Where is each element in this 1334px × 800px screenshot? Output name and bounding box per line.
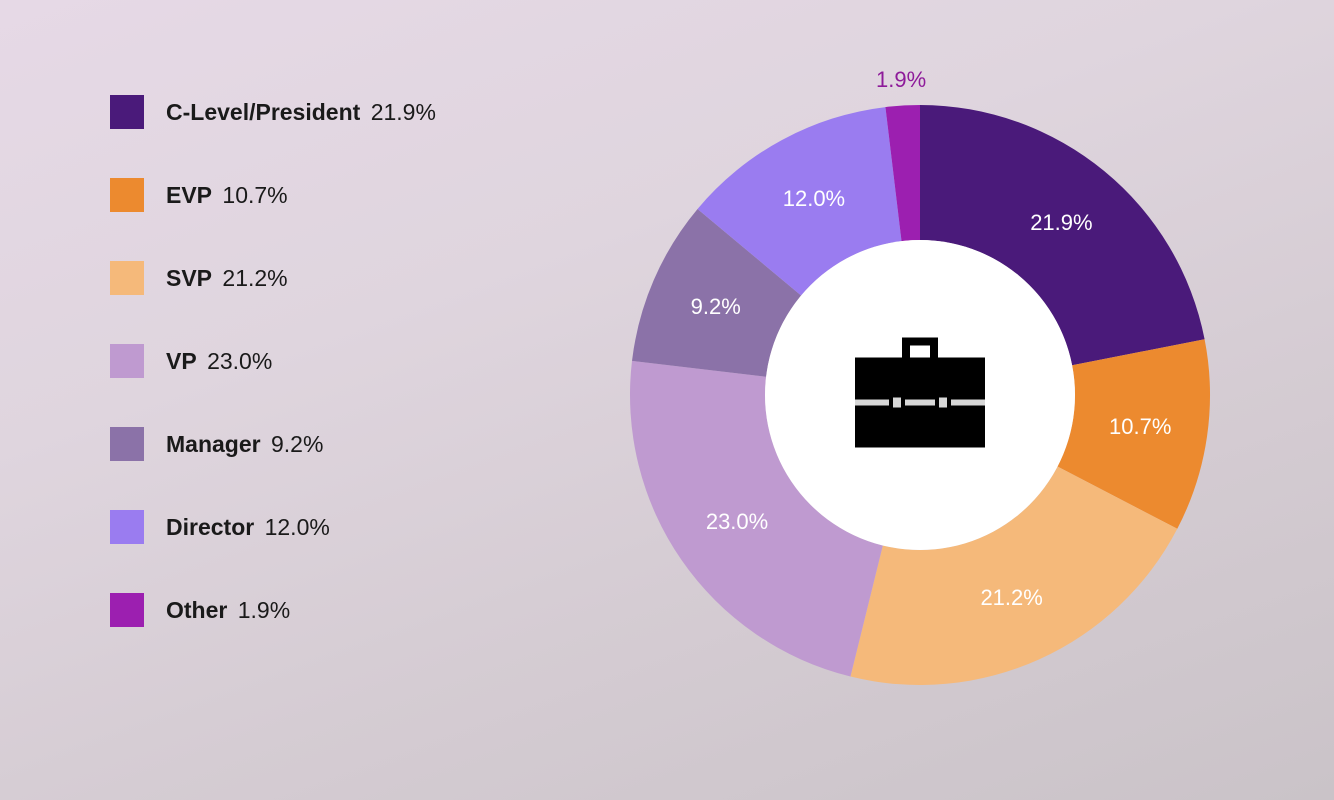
legend-value: 23.0% [207, 348, 272, 374]
legend-swatch [110, 178, 144, 212]
slice-label: 9.2% [691, 294, 741, 320]
legend-label: Other [166, 597, 227, 623]
legend-text: Other 1.9% [166, 597, 290, 624]
legend-label: VP [166, 348, 197, 374]
legend-label: Manager [166, 431, 261, 457]
legend-text: EVP 10.7% [166, 182, 288, 209]
slice-label: 1.9% [876, 67, 926, 93]
donut-chart: 21.9%10.7%21.2%23.0%9.2%12.0%1.9% [610, 85, 1230, 705]
legend-value: 10.7% [222, 182, 287, 208]
legend-value: 12.0% [265, 514, 330, 540]
chart-canvas: C-Level/President 21.9% EVP 10.7% SVP 21.2… [0, 0, 1334, 800]
legend-text: Manager 9.2% [166, 431, 323, 458]
slice-label: 21.9% [1030, 210, 1092, 236]
legend-swatch [110, 510, 144, 544]
briefcase-icon [855, 338, 985, 453]
slice-label: 12.0% [783, 186, 845, 212]
legend-value: 21.9% [371, 99, 436, 125]
legend-item: Other 1.9% [110, 593, 436, 627]
legend-item: C-Level/President 21.9% [110, 95, 436, 129]
legend-swatch [110, 261, 144, 295]
legend-swatch [110, 344, 144, 378]
legend-label: Director [166, 514, 254, 540]
legend-value: 1.9% [238, 597, 290, 623]
slice-label: 23.0% [706, 509, 768, 535]
legend-label: SVP [166, 265, 212, 291]
legend-value: 9.2% [271, 431, 323, 457]
legend-text: Director 12.0% [166, 514, 330, 541]
legend-text: C-Level/President 21.9% [166, 99, 436, 126]
legend-swatch [110, 593, 144, 627]
legend-item: Manager 9.2% [110, 427, 436, 461]
legend-swatch [110, 95, 144, 129]
legend-value: 21.2% [222, 265, 287, 291]
legend-text: SVP 21.2% [166, 265, 288, 292]
legend-item: Director 12.0% [110, 510, 436, 544]
legend-swatch [110, 427, 144, 461]
legend-label: EVP [166, 182, 212, 208]
legend: C-Level/President 21.9% EVP 10.7% SVP 21.2… [110, 95, 436, 627]
legend-text: VP 23.0% [166, 348, 272, 375]
slice-label: 10.7% [1109, 414, 1171, 440]
legend-item: EVP 10.7% [110, 178, 436, 212]
legend-item: VP 23.0% [110, 344, 436, 378]
legend-item: SVP 21.2% [110, 261, 436, 295]
slice-label: 21.2% [980, 585, 1042, 611]
legend-label: C-Level/President [166, 99, 360, 125]
